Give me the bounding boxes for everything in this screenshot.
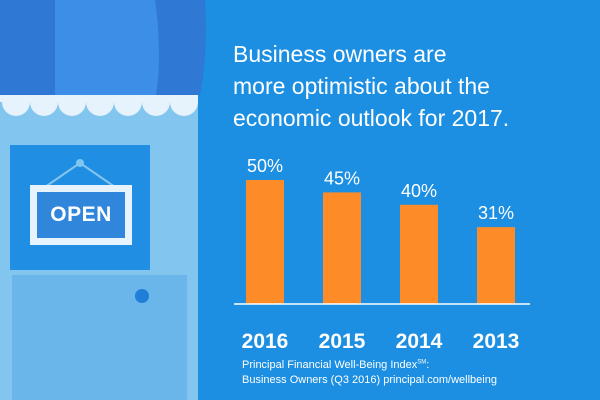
headline-line-3: economic outlook for 2017. bbox=[233, 105, 510, 131]
data-label-2015: 45% bbox=[324, 168, 360, 188]
x-tick-label-2014: 2014 bbox=[396, 330, 443, 353]
source-colon: : bbox=[426, 359, 430, 371]
sign-wire bbox=[44, 162, 116, 188]
source-note: Principal Financial Well-Being IndexSM: … bbox=[242, 358, 592, 388]
awning-stripe bbox=[55, 0, 159, 95]
storefront-illustration bbox=[0, 0, 206, 400]
source-index-name: Principal Financial Well-Being Index bbox=[242, 359, 418, 371]
bar-2013 bbox=[477, 227, 515, 304]
open-sign-label: OPEN bbox=[50, 203, 112, 226]
service-mark: SM bbox=[417, 359, 427, 366]
bar-chart: 50% 2016 45% 2015 40% 2014 31% 2013 bbox=[234, 156, 530, 353]
data-label-2013: 31% bbox=[478, 203, 514, 223]
open-sign-face bbox=[37, 192, 125, 238]
headline-line-2: more optimistic about the bbox=[233, 73, 490, 99]
headline-line-1: Business owners are bbox=[233, 41, 447, 67]
headline: Business owners are more optimistic abou… bbox=[233, 38, 593, 134]
data-label-2014: 40% bbox=[401, 181, 437, 201]
source-line-2: Business Owners (Q3 2016) principal.com/… bbox=[242, 374, 497, 386]
bar-2015 bbox=[323, 192, 361, 304]
awning-scallops bbox=[0, 95, 198, 116]
bar-2014 bbox=[400, 204, 438, 304]
x-tick-label-2016: 2016 bbox=[242, 330, 289, 353]
x-tick-label-2013: 2013 bbox=[473, 330, 520, 353]
data-label-2016: 50% bbox=[247, 156, 283, 176]
door-lower-panel bbox=[12, 275, 187, 400]
source-line-1: Principal Financial Well-Being IndexSM: bbox=[242, 358, 592, 373]
x-tick-label-2015: 2015 bbox=[319, 330, 366, 353]
doorknob-icon bbox=[135, 289, 149, 303]
bar-2016 bbox=[246, 180, 284, 304]
